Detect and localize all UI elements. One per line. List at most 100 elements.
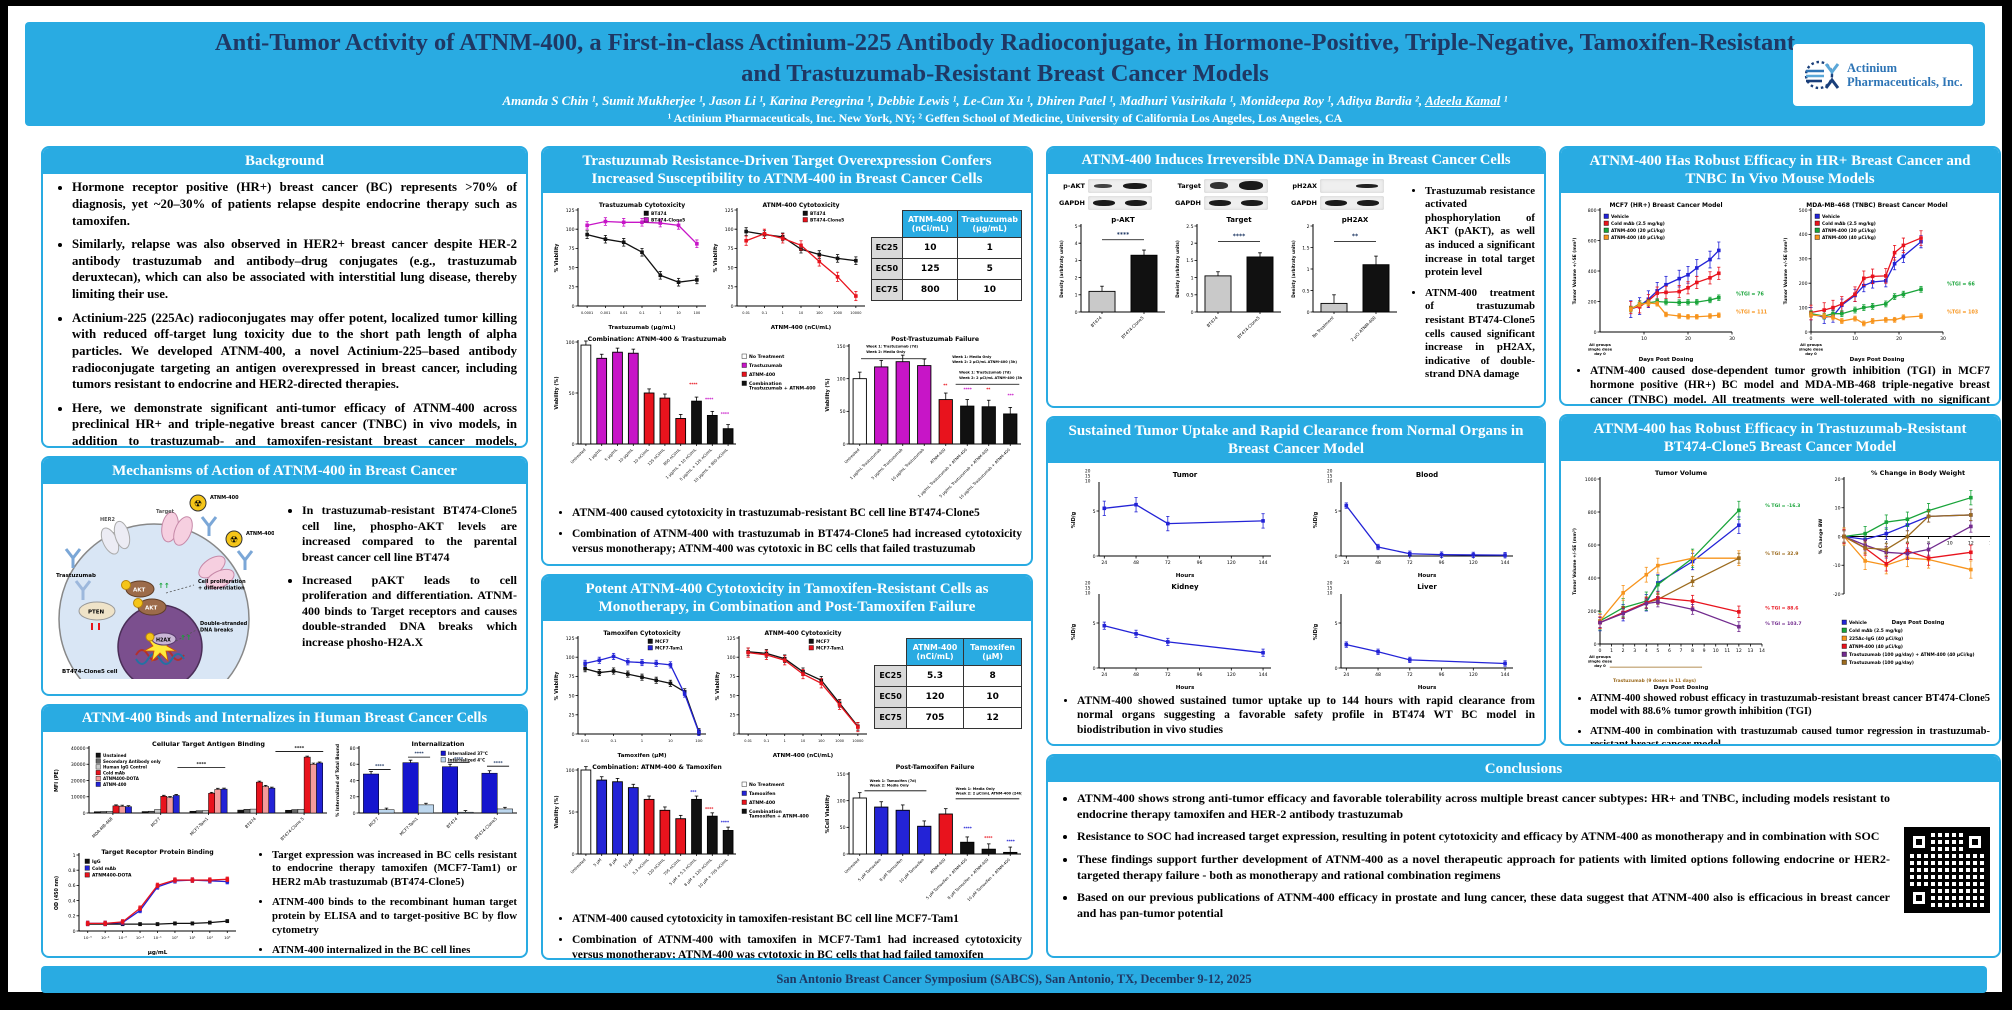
company-logo: Actinium Pharmaceuticals, Inc. <box>1793 44 1973 106</box>
svg-text:BT474-Clone5: BT474-Clone5 <box>1120 315 1145 340</box>
svg-text:Week 2: 2 µCi/mL ATNM-400 (24h: Week 2: 2 µCi/mL ATNM-400 (24h) <box>955 791 1022 795</box>
svg-text:Hours: Hours <box>1418 685 1437 691</box>
svg-text:10: 10 <box>1713 648 1719 654</box>
chart-internalization: 0 20 40 60 80 MCF7 MCF7-Tam1 BT474 BT474-Clone5 I… <box>335 740 517 841</box>
table-header-cell: ATNM-400 (nCi/mL) <box>902 209 959 238</box>
svg-text:-20: -20 <box>1833 591 1841 597</box>
svg-text:4: 4 <box>1645 648 1648 654</box>
svg-text:48: 48 <box>1375 560 1381 566</box>
svg-text:BT474-Clone5: BT474-Clone5 <box>474 816 499 841</box>
section-title-binding: ATNM-400 Binds and Internalizes in Human… <box>43 706 526 732</box>
biodistribution-bullets: ATNM-400 showed sustained tumor uptake u… <box>1057 694 1535 738</box>
svg-text:0: 0 <box>1594 329 1597 335</box>
svg-text:ATNM-400: ATNM-400 <box>103 782 127 787</box>
svg-text:100: 100 <box>837 798 846 804</box>
panel-background: Background Hormone receptor positive (HR… <box>41 146 528 448</box>
svg-text:0.1: 0.1 <box>764 739 770 743</box>
svg-text:24: 24 <box>1101 560 1107 566</box>
bullet: ATNM-400 caused cytotoxicity in tamoxife… <box>572 912 1022 927</box>
svg-text:10: 10 <box>1852 336 1858 342</box>
svg-text:120: 120 <box>1469 560 1478 566</box>
svg-text:All groups: All groups <box>1589 654 1611 659</box>
svg-text:Density (arbitraty units): Density (arbitraty units) <box>1059 240 1064 298</box>
svg-text:7: 7 <box>1680 648 1683 654</box>
svg-text:Combination: ATNM-400 & Trastu: Combination: ATNM-400 & Trastuzumab <box>588 336 727 343</box>
label-target: Target <box>156 509 175 515</box>
bullet: Target expression was increased in BC ce… <box>272 849 517 890</box>
svg-text:Week 1: Media Only: Week 1: Media Only <box>955 787 995 791</box>
blot-label: GAPDH <box>1291 198 1317 207</box>
svg-text:****: **** <box>1006 838 1015 843</box>
svg-text:Internalized 37°C: Internalized 37°C <box>448 751 488 756</box>
svg-text:8 µM Tamoxifen + ATNM-400: 8 µM Tamoxifen + ATNM-400 <box>946 856 990 900</box>
svg-text:****: **** <box>984 835 993 840</box>
svg-text:MCF7 (HR+) Breast Cancer Model: MCF7 (HR+) Breast Cancer Model <box>1609 202 1722 209</box>
svg-text:1: 1 <box>1191 275 1194 281</box>
svg-text:96: 96 <box>1197 672 1203 678</box>
label-trastuzumab: Trastuzumab <box>56 573 96 579</box>
section-title-mechanisms: Mechanisms of Action of ATNM-400 in Brea… <box>43 458 526 485</box>
svg-text:**: ** <box>1352 233 1359 240</box>
conclusions-bullets: ATNM-400 shows strong anti-tumor efficac… <box>1057 791 1890 928</box>
svg-text:10²: 10² <box>207 935 214 940</box>
bullet: ATNM-400 showed robust efficacy in trast… <box>1590 692 1990 718</box>
svg-text:2.5: 2.5 <box>1186 223 1193 229</box>
svg-text:%ID/g: %ID/g <box>1313 511 1319 528</box>
svg-text:ATNM-400 Cytotoxicity: ATNM-400 Cytotoxicity <box>765 630 842 637</box>
svg-text:800: 800 <box>1588 207 1597 213</box>
section-title-background: Background <box>43 148 526 175</box>
chart-pakt-density: 0 1 2 3 4 5 BT474 BT474-Clone5 p-AKT Density (arb… <box>1059 216 1165 340</box>
svg-text:10: 10 <box>799 311 803 315</box>
svg-text:Hours: Hours <box>1418 573 1437 579</box>
bullet: ATNM-400 caused cytotoxicity in trastuzu… <box>572 506 1022 521</box>
svg-text:400: 400 <box>1588 575 1597 581</box>
svg-text:144: 144 <box>1501 672 1510 678</box>
svg-text:****: **** <box>493 760 503 766</box>
western-blot <box>1204 195 1268 210</box>
svg-text:Trastuzumab Cytotoxicity: Trastuzumab Cytotoxicity <box>599 202 685 209</box>
svg-text:Target Receptor Protein Bindin: Target Receptor Protein Binding <box>101 849 213 856</box>
bullet: Combination of ATNM-400 with tamoxifen i… <box>572 933 1022 958</box>
svg-text:100: 100 <box>818 739 825 743</box>
svg-text:MCF7-Tam1: MCF7-Tam1 <box>816 645 844 651</box>
svg-text:Week 2: Media Only: Week 2: Media Only <box>866 349 906 353</box>
svg-text:72: 72 <box>1407 560 1413 566</box>
svg-text:****: **** <box>375 763 385 769</box>
svg-text:Internalized 4°C: Internalized 4°C <box>448 757 485 762</box>
svg-text:2: 2 <box>1307 223 1310 229</box>
authors-superscript: ¹ <box>1500 93 1508 109</box>
svg-text:No Treatment: No Treatment <box>1311 315 1335 339</box>
svg-text:20: 20 <box>1085 468 1091 473</box>
svg-text:MCF7-Tam1: MCF7-Tam1 <box>655 645 683 651</box>
table-header-cell <box>874 638 907 666</box>
svg-text:µg/mL: µg/mL <box>148 950 168 956</box>
svg-text:14: 14 <box>1989 540 1990 546</box>
svg-text:0: 0 <box>83 810 86 816</box>
svg-text:MCF7: MCF7 <box>368 816 380 828</box>
svg-text:Kidney: Kidney <box>1171 583 1199 591</box>
chart-atnm400-cytotoxicity-bt474: 0 25 50 75 100 125 0.01 0.1 1 10 100 1000 10000 ATNM-… <box>713 202 866 331</box>
svg-text:400: 400 <box>1799 232 1808 238</box>
svg-text:50: 50 <box>569 809 575 815</box>
svg-text:0: 0 <box>1093 553 1096 559</box>
svg-text:75: 75 <box>730 674 736 680</box>
svg-text:Cold mAb: Cold mAb <box>103 770 125 775</box>
logo-text: Actinium Pharmaceuticals, Inc. <box>1847 61 1963 90</box>
panel-invivo-clone5: ATNM-400 has Robust Efficacy in Trastuzu… <box>1559 414 2001 746</box>
svg-text:p-AKT: p-AKT <box>1111 216 1135 224</box>
panel-biodistribution: Sustained Tumor Uptake and Rapid Clearan… <box>1046 416 1546 746</box>
svg-text:120: 120 <box>1227 560 1236 566</box>
chart-ph2ax-density: 0 0.5 1 1.5 2 No Treatment 2 µCi ATNM-400 pH2AX… <box>1291 216 1397 342</box>
svg-text:40000: 40000 <box>71 745 86 751</box>
table-cell: 10 <box>902 236 959 259</box>
label-atnm400: ATNM-400 <box>210 495 239 501</box>
svg-text:Week 1: Tamoxifen (7d): Week 1: Tamoxifen (7d) <box>869 779 916 783</box>
svg-text:Tamoxifen: Tamoxifen <box>749 791 776 797</box>
svg-text:10000: 10000 <box>851 311 862 315</box>
svg-text:15: 15 <box>1085 473 1091 478</box>
svg-text:Hours: Hours <box>1176 573 1195 579</box>
svg-text:1000: 1000 <box>835 739 844 743</box>
table-cell: 5.3 <box>905 664 965 687</box>
ec-table-tamoxifen: ATNM-400 (nCi/mL) Tamoxifen (µM) EC25 5.3 8 E… <box>874 637 1022 729</box>
